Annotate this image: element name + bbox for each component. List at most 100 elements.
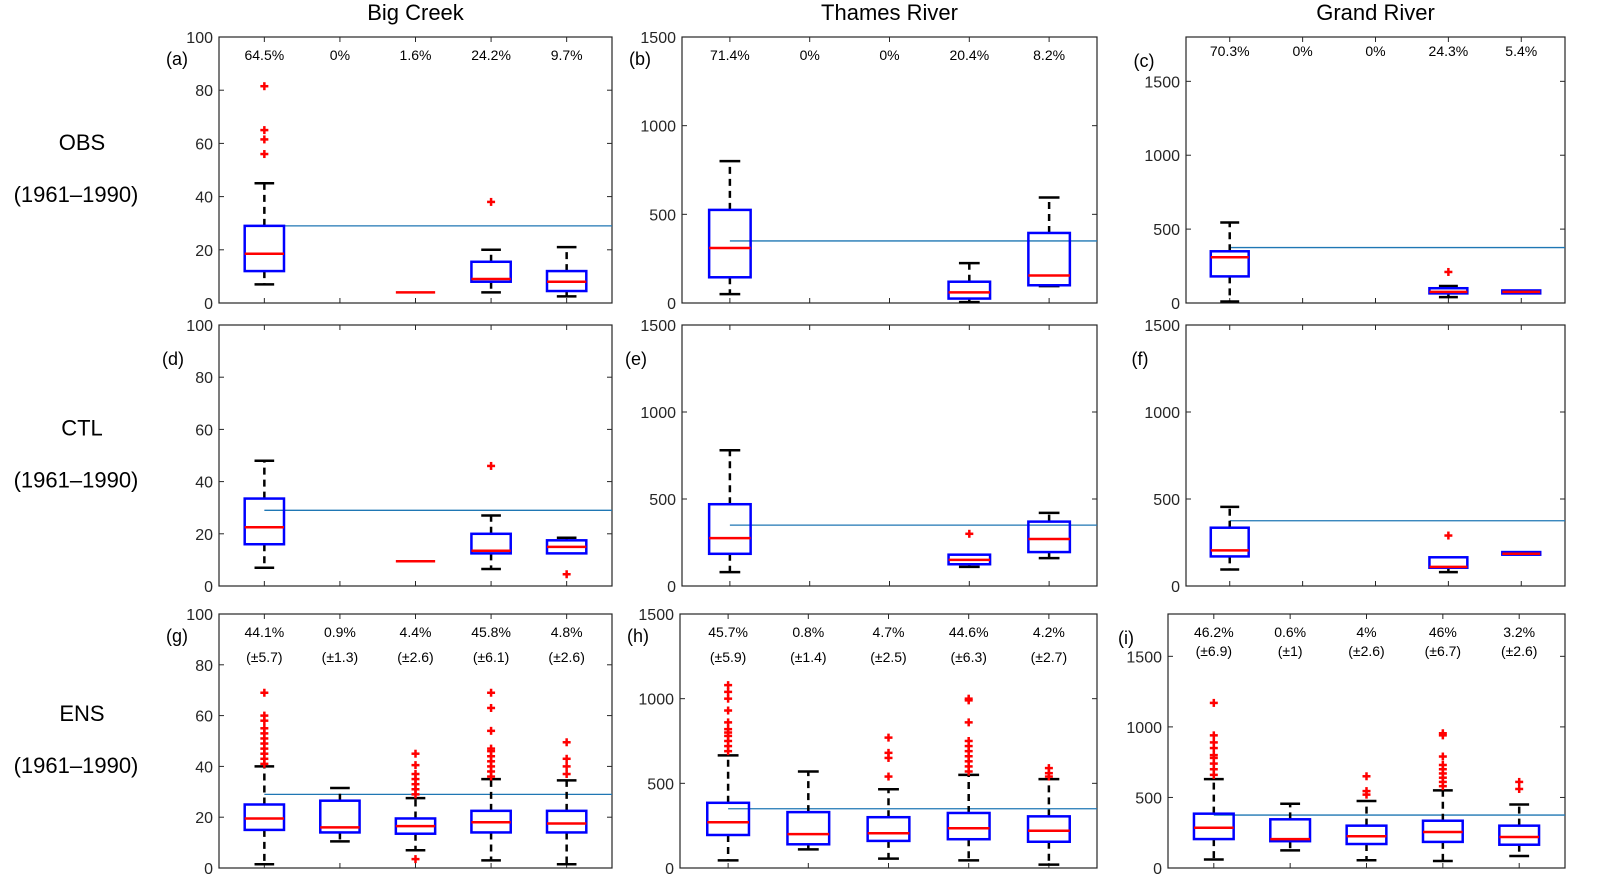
percentage-label: 4.2% — [1033, 624, 1065, 640]
outlier-marker — [487, 726, 496, 735]
spread-label: (±2.6) — [1348, 643, 1384, 659]
panel-label: (e) — [625, 349, 647, 369]
spread-label: (±6.1) — [473, 649, 509, 665]
iqr-box — [1192, 812, 1235, 841]
axes-frame — [1185, 36, 1566, 304]
outlier-marker — [487, 703, 496, 712]
row-period-label: (1961–1990) — [14, 468, 139, 493]
y-tick-label: 0 — [667, 296, 676, 313]
box-1 — [707, 159, 752, 296]
panel-label: (i) — [1118, 628, 1134, 648]
box-1 — [243, 688, 286, 866]
box-5 — [545, 536, 588, 579]
box-4 — [947, 529, 992, 569]
panel-i: 0 500 1000 1500(i) 46.2% 0.6% 4% 46% 3.2% (±6.9) (… — [1118, 613, 1566, 878]
spread-label: (±2.7) — [1031, 649, 1067, 665]
y-tick-label: 0 — [667, 579, 676, 596]
spread-label: (±1) — [1278, 643, 1303, 659]
percentage-label: 0% — [800, 47, 820, 63]
y-tick-label: 500 — [647, 776, 674, 793]
axes-frame — [218, 36, 613, 304]
percentage-label: 3.2% — [1503, 624, 1535, 640]
panel-b: 0 500 1000 1500 (b) 71.4% 0% 0% 20.4% 8.2% — [629, 30, 1098, 313]
outlier-marker — [724, 725, 733, 734]
y-tick-label: 500 — [1153, 492, 1180, 509]
outlier-marker — [1438, 752, 1447, 761]
iqr-box — [470, 532, 512, 555]
percentage-label: 70.3% — [1210, 43, 1250, 59]
outlier-marker — [884, 733, 893, 742]
percentage-label: 0.6% — [1274, 624, 1306, 640]
outlier-marker — [964, 737, 973, 745]
y-tick-label: 60 — [195, 422, 213, 439]
iqr-box — [707, 502, 752, 556]
iqr-box — [1498, 824, 1541, 846]
outlier-marker — [411, 749, 420, 758]
outlier-marker — [1209, 751, 1218, 760]
iqr-box — [470, 260, 512, 283]
outlier-marker — [1209, 738, 1218, 747]
outlier-marker — [411, 770, 420, 779]
panel-e: 0 500 1000 1500 (e) — [625, 318, 1098, 596]
outlier-marker — [1209, 731, 1218, 740]
y-tick-label: 1000 — [1144, 148, 1180, 165]
y-tick-label: 0 — [204, 579, 213, 596]
outlier-marker — [1515, 784, 1524, 793]
y-tick-label: 40 — [195, 190, 213, 207]
iqr-box — [1269, 818, 1312, 843]
y-tick-label: 80 — [195, 658, 213, 675]
outlier-marker — [562, 738, 571, 747]
iqr-box — [786, 810, 831, 846]
panel-label: (c) — [1134, 51, 1155, 71]
outlier-marker — [964, 718, 973, 727]
outlier-marker — [487, 461, 496, 470]
box-1 — [706, 681, 751, 862]
box-2 — [319, 786, 361, 843]
box-3 — [1345, 772, 1388, 862]
box-1 — [1192, 698, 1235, 861]
spread-label: (±2.5) — [870, 649, 906, 665]
outlier-marker — [260, 126, 269, 135]
y-tick-label: 40 — [195, 759, 213, 776]
iqr-box — [1345, 824, 1388, 846]
percentage-label: 0% — [1365, 43, 1385, 59]
y-tick-label: 100 — [186, 318, 213, 335]
percentage-label: 64.5% — [244, 47, 284, 63]
y-tick-label: 1500 — [640, 318, 676, 335]
panel-a: 0 20 40 60 80 100 (a) 64.5% 0% 1.6% 24.2% 9.7% — [166, 30, 613, 313]
row-period-label: (1961–1990) — [14, 753, 139, 778]
iqr-box — [243, 803, 286, 832]
box-4 — [1428, 267, 1469, 299]
box-2 — [1269, 802, 1312, 852]
box-5 — [545, 738, 588, 866]
box-5 — [545, 245, 588, 298]
y-tick-label: 100 — [186, 30, 213, 47]
row-period-label: (1961–1990) — [14, 182, 139, 207]
y-tick-label: 1500 — [1144, 318, 1180, 335]
outlier-marker — [562, 754, 571, 763]
panel-c: 0 500 1000 1500 (c) 70.3% 0% 0% 24.3% 5.4% — [1134, 36, 1566, 313]
percentage-label: 46.2% — [1194, 624, 1234, 640]
axes-frame — [1185, 324, 1566, 587]
box-4 — [946, 694, 991, 862]
outlier-marker — [562, 770, 571, 779]
percentage-label: 4.8% — [551, 624, 583, 640]
spread-label: (±5.9) — [710, 649, 746, 665]
spread-label: (±5.7) — [246, 649, 282, 665]
outlier-marker — [1444, 531, 1453, 540]
y-tick-label: 80 — [195, 83, 213, 100]
percentage-label: 45.8% — [471, 624, 511, 640]
box-4 — [470, 197, 512, 294]
outlier-marker — [487, 197, 496, 206]
outlier-marker — [562, 762, 571, 771]
column-title: Grand River — [1316, 0, 1435, 25]
panel-label: (g) — [166, 626, 188, 646]
y-tick-label: 20 — [195, 527, 213, 544]
outlier-marker — [260, 688, 269, 697]
iqr-box — [1209, 526, 1250, 558]
outlier-marker — [965, 529, 974, 538]
box-4 — [1428, 531, 1469, 574]
percentage-label: 0% — [879, 47, 899, 63]
spread-label: (±2.6) — [397, 649, 433, 665]
